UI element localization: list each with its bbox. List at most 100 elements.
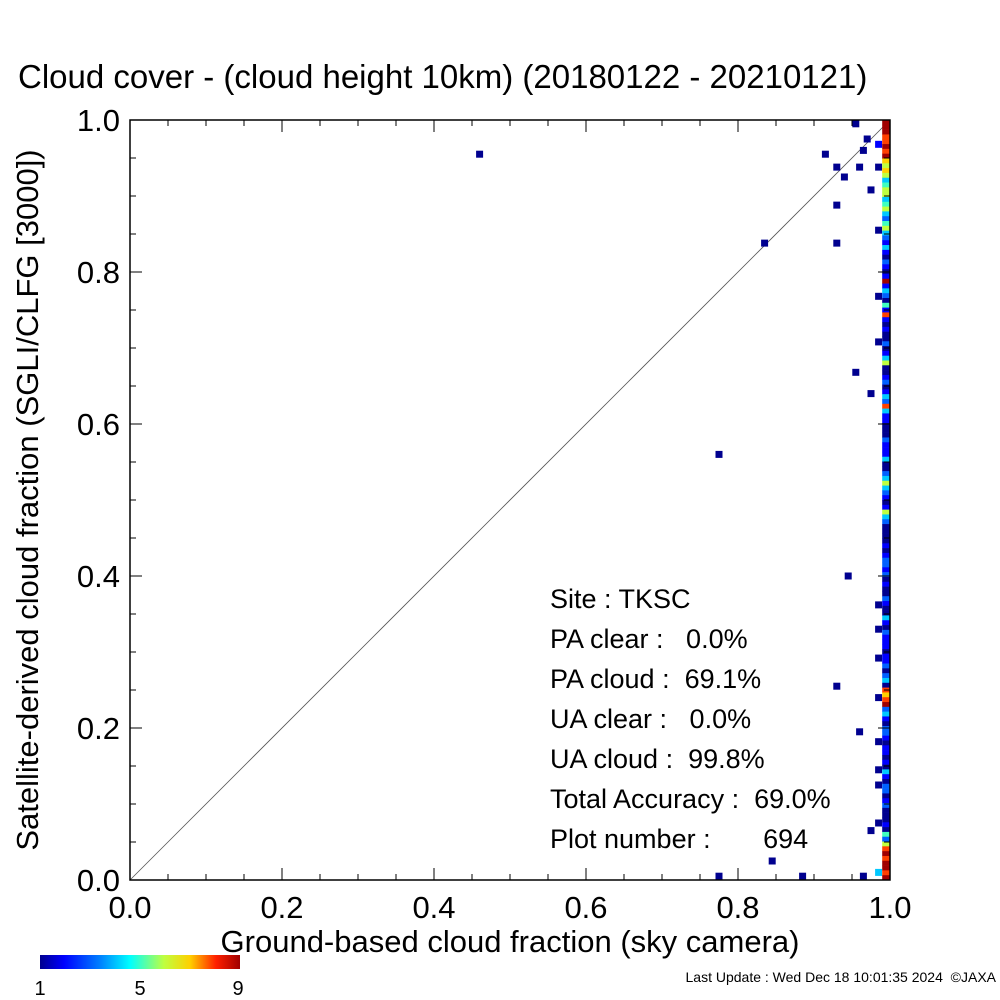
column-cell [882,423,891,429]
column-cell [882,702,891,708]
column-cell [882,716,891,722]
column-cell [882,451,891,458]
data-points-group [476,120,883,880]
column-cell [882,201,891,207]
data-point [856,728,864,736]
column-cell [882,297,891,304]
column-cell [882,326,891,332]
column-cell [882,812,891,818]
x-tick-label: 0.0 [108,890,151,925]
column-cell [882,144,891,150]
x-tick-label: 0.4 [412,890,455,925]
column-cell [882,336,891,342]
column-cell [882,129,891,135]
column-cell [882,668,891,674]
column-cell [882,398,891,405]
column-cell [882,639,891,645]
column-cell [882,124,891,130]
data-point [840,173,848,181]
column-cell [882,764,891,770]
x-tick-label: 1.0 [868,890,911,925]
column-cell [882,168,891,174]
reference-line-group [129,119,891,881]
data-point [875,694,883,702]
column-cell [882,413,891,419]
column-cell [882,350,891,356]
data-point [875,781,883,789]
column-cell [882,581,891,587]
column-cell [882,288,891,294]
colorbar [40,955,240,969]
column-cell [882,610,891,616]
column-cell [882,341,891,347]
column-cell [882,572,891,578]
column-cell [882,548,891,554]
column-cell [882,793,891,799]
data-point [856,163,864,171]
column-cell [882,653,891,660]
data-point [833,163,841,171]
data-point [852,368,860,376]
data-point [875,292,883,300]
column-cell [882,346,891,352]
column-cell [882,851,891,857]
stat-ua-cloud: UA cloud : 99.8% [550,744,765,774]
column-cell [882,500,891,506]
column-cell [882,726,891,732]
column-cell [882,783,891,789]
column-cell [882,437,891,443]
column-cell [882,408,891,414]
column-cell [882,528,891,534]
column-cell [882,283,891,289]
column-cell [882,432,891,438]
column-cell [882,860,891,866]
column-cell [882,778,891,785]
column-cell [882,158,891,164]
column-cell [882,447,891,453]
x-axis-label: Ground-based cloud fraction (sky camera) [221,924,800,959]
column-cell [882,538,891,544]
data-point [833,682,841,690]
data-point [867,827,875,835]
column-cell [882,485,891,491]
column-cell [882,264,891,270]
column-cell [882,331,891,337]
stat-ua-clear: UA clear : 0.0% [550,704,751,734]
data-point [863,135,871,143]
column-cell [882,206,891,212]
column-cell [882,822,891,828]
data-point [875,819,883,827]
colorbar-label-max: 9 [232,978,243,1000]
y-tick-label: 0.6 [77,407,120,442]
column-cell [882,235,891,241]
data-point [852,120,860,128]
column-cell [882,682,891,688]
data-point [875,163,883,171]
data-point [875,338,883,346]
column-cell [882,120,891,126]
column-cell [882,273,891,280]
column-cell [882,259,891,265]
chart-title: Cloud cover - (cloud height 10km) (20180… [18,58,867,95]
column-cell [882,312,891,318]
column-cell [882,504,891,510]
data-point [859,146,867,154]
column-cell [882,875,891,881]
y-tick-label: 0.0 [77,863,120,898]
column-cell [882,490,891,496]
column-cell [882,456,891,462]
column-cell [882,750,891,756]
column-cell [882,389,891,395]
column-cell [882,836,891,842]
column-cell [882,216,891,222]
column-cell [882,139,891,145]
column-cell [882,471,891,477]
column-cell [882,663,891,669]
column-cell [882,735,891,741]
column-cell [882,543,891,549]
column-cell [882,591,891,597]
column-cell [882,625,891,631]
data-point [768,857,776,865]
data-point [799,872,807,880]
column-cell [882,466,891,472]
